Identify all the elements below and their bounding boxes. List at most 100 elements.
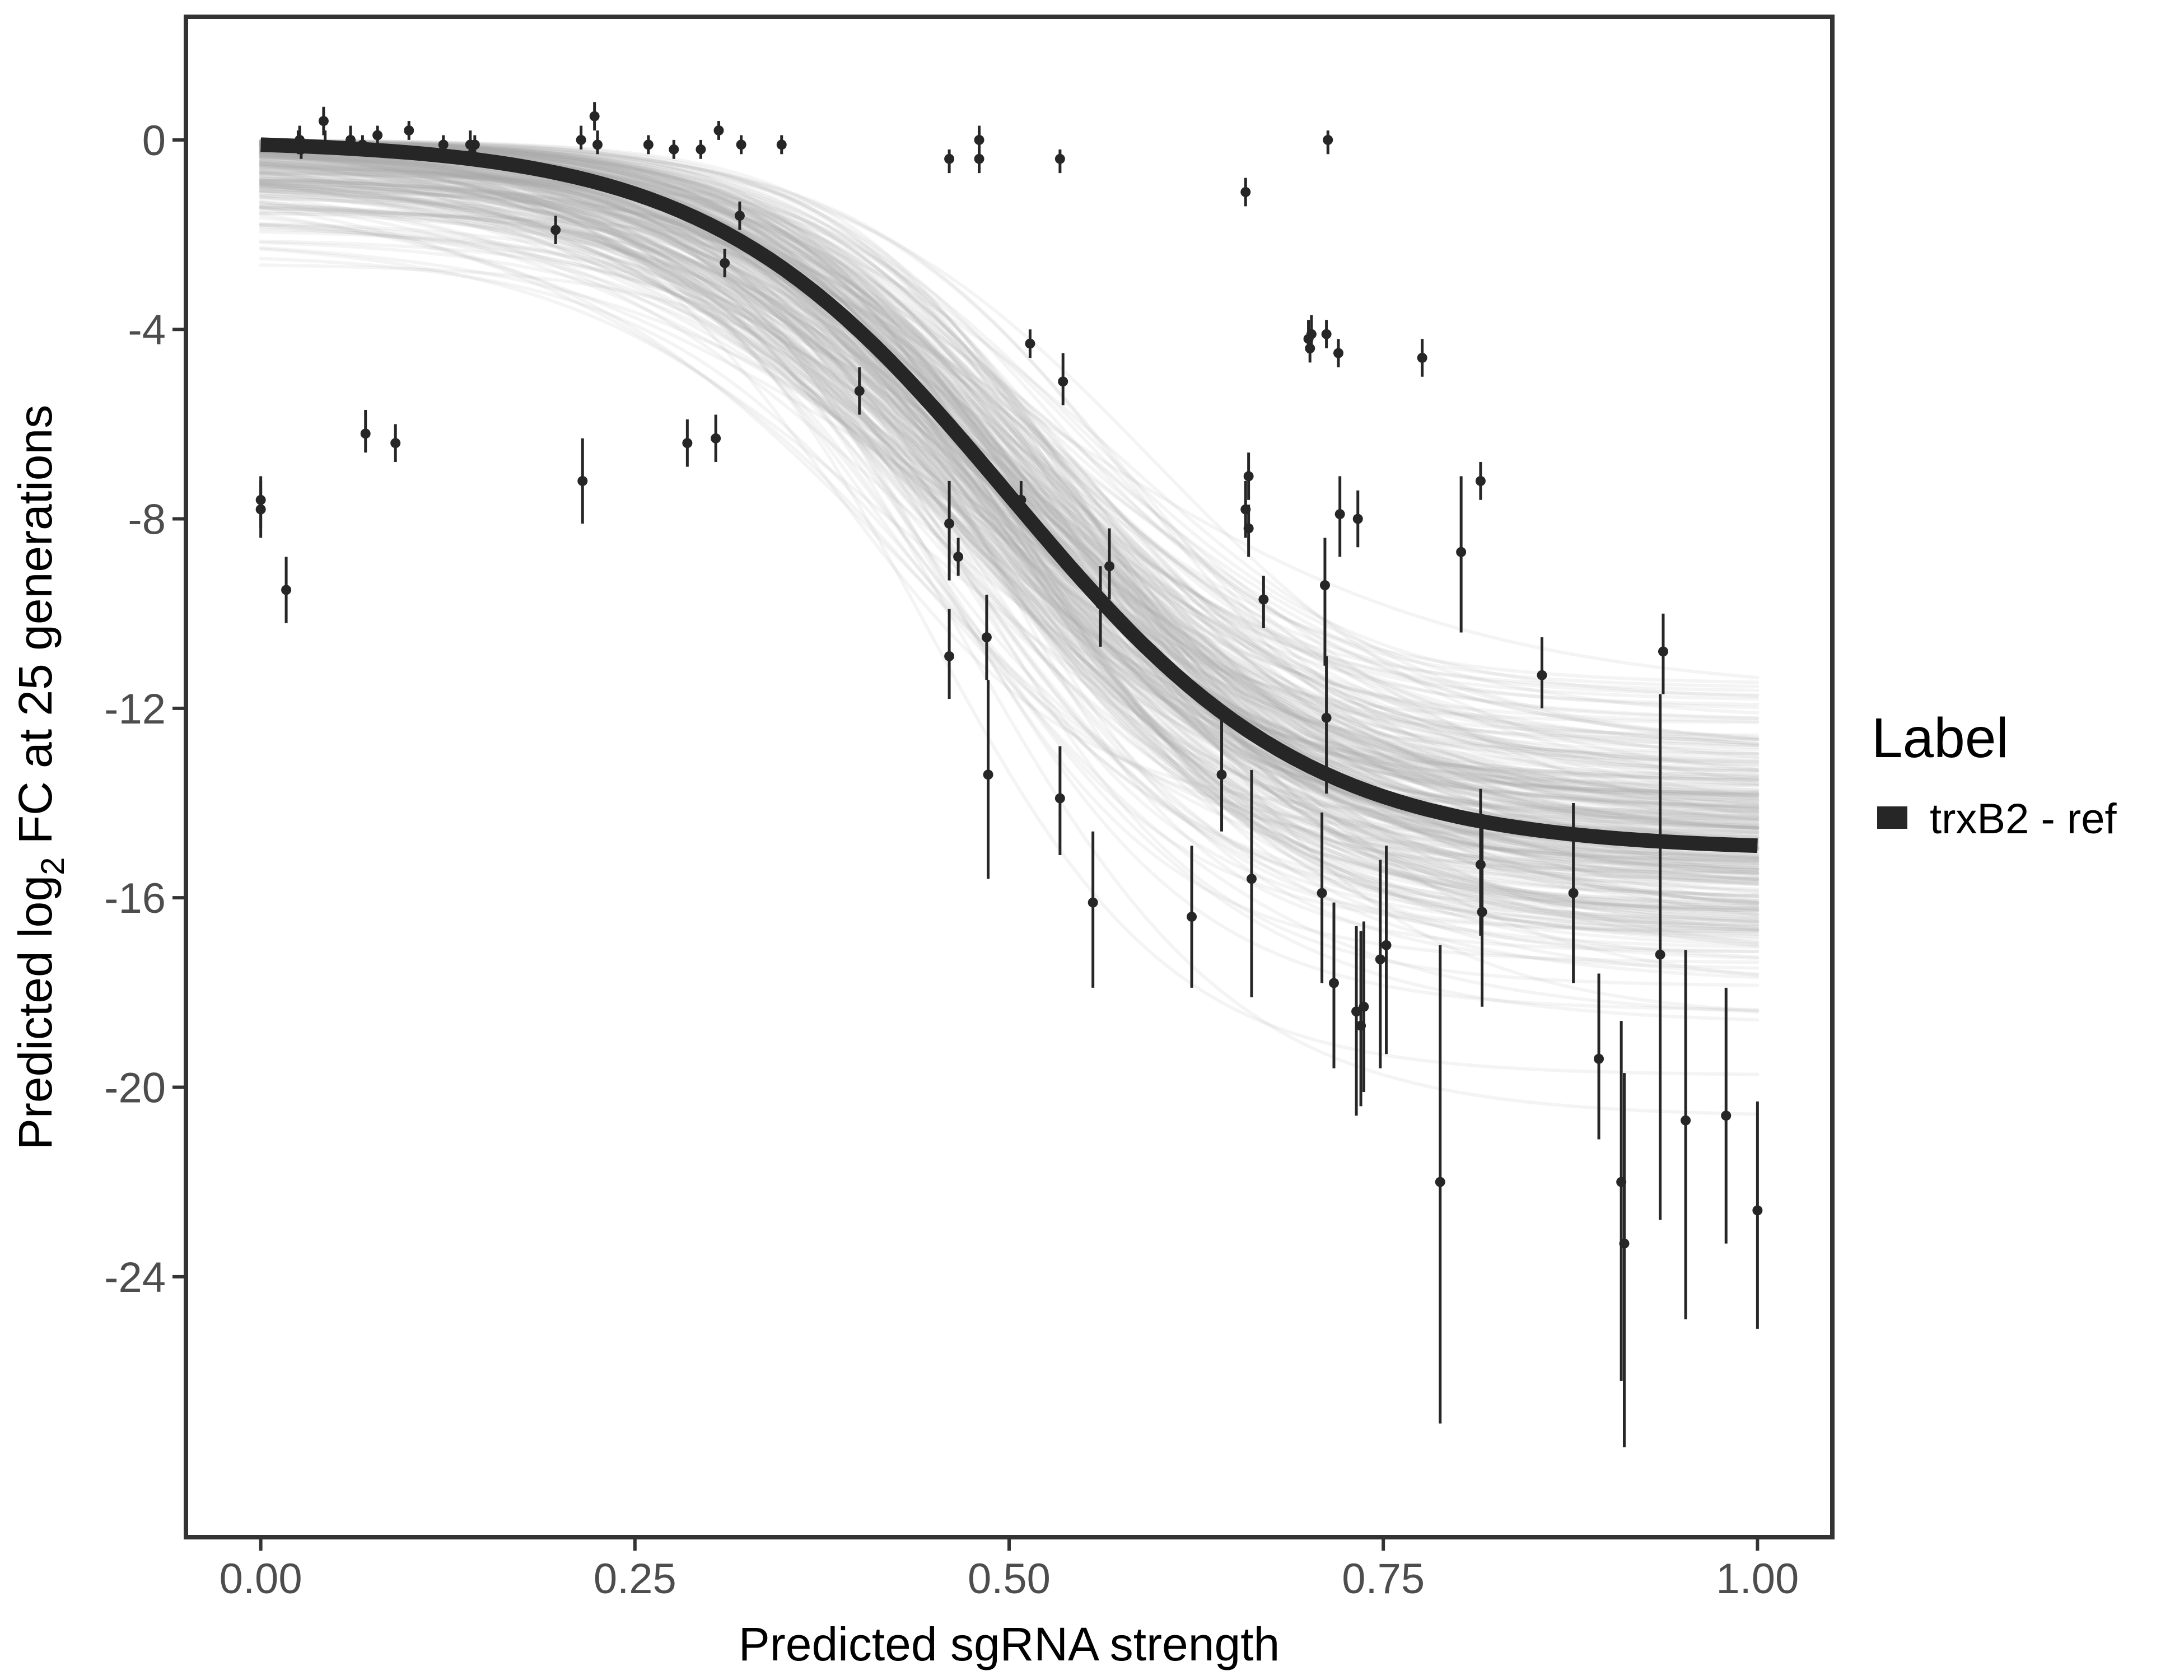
data-point-group: [682, 419, 693, 467]
posterior-draw-line: [259, 140, 1760, 796]
data-point-group: [1323, 130, 1333, 155]
data-point-group: [1016, 480, 1026, 519]
posterior-draw-line: [259, 169, 1760, 823]
posterior-draw-line: [259, 149, 1760, 928]
data-point: [1319, 580, 1330, 590]
posterior-draw-line: [259, 182, 1760, 777]
posterior-draw-line: [259, 154, 1760, 931]
data-point: [1475, 475, 1486, 486]
posterior-draw-line: [259, 207, 1760, 903]
posterior-draw-line: [259, 139, 1760, 954]
posterior-draw-line: [259, 213, 1760, 848]
data-point-group: [1456, 476, 1467, 633]
posterior-draw-line: [259, 144, 1760, 841]
data-point: [1216, 769, 1227, 780]
data-point-group: [713, 121, 724, 140]
posterior-draw-line: [259, 185, 1760, 977]
data-point: [1240, 186, 1251, 197]
data-point: [1721, 1110, 1732, 1121]
posterior-draw-line: [259, 165, 1760, 741]
data-point-group: [669, 139, 679, 159]
posterior-draw-line: [259, 180, 1760, 879]
y-axis-title: Predicted log2 FC at 25 generations: [9, 405, 71, 1150]
data-point: [1321, 329, 1332, 339]
posterior-draw-line: [259, 241, 1760, 780]
data-point-group: [1306, 315, 1317, 349]
data-point: [1351, 1006, 1362, 1017]
posterior-draw-line: [259, 222, 1760, 898]
data-point: [1475, 859, 1486, 870]
data-point: [1334, 509, 1345, 520]
posterior-draw-line: [259, 179, 1760, 825]
posterior-draw-line: [259, 141, 1760, 898]
x-tick-label: 1.00: [1716, 1555, 1799, 1603]
data-point: [281, 585, 292, 595]
data-point-group: [1381, 846, 1392, 1054]
posterior-draw-line: [259, 141, 1760, 839]
data-point-group: [372, 125, 383, 145]
posterior-draw-line: [259, 140, 1760, 813]
posterior-draw-line: [259, 151, 1760, 903]
data-point-group: [944, 609, 955, 699]
posterior-draw-line: [259, 141, 1760, 692]
legend-title: Label: [1872, 707, 2009, 769]
data-point: [1025, 338, 1035, 349]
data-point: [713, 125, 724, 136]
data-point: [1752, 1205, 1763, 1216]
data-point: [643, 139, 654, 150]
data-point-group: [1334, 476, 1345, 557]
data-point: [1246, 874, 1257, 884]
data-point: [944, 651, 955, 661]
posterior-draw-line: [259, 139, 1760, 909]
data-point-group: [1351, 926, 1362, 1116]
posterior-draw-line: [259, 152, 1760, 872]
data-point-group: [1658, 613, 1668, 694]
data-point: [974, 134, 984, 145]
posterior-draw-line: [259, 205, 1760, 906]
posterior-draw-line: [259, 152, 1760, 794]
data-point: [1333, 348, 1343, 358]
data-point: [734, 211, 745, 221]
data-point: [1655, 949, 1665, 960]
data-point-group: [1594, 973, 1604, 1140]
posterior-draw-line: [259, 162, 1760, 916]
posterior-draw-line: [259, 139, 1760, 875]
data-point-group: [1752, 1101, 1763, 1329]
data-point-group: [1375, 860, 1385, 1068]
posterior-draw-line: [259, 144, 1760, 815]
posterior-draw-line: [259, 152, 1760, 829]
posterior-draw-line: [259, 170, 1760, 908]
posterior-draw-line: [259, 156, 1760, 876]
posterior-draw-line: [259, 173, 1760, 813]
posterior-draw-line: [259, 176, 1760, 856]
data-point: [1321, 712, 1332, 723]
posterior-draw-line: [259, 200, 1760, 883]
data-point: [576, 134, 586, 145]
data-point-group: [320, 130, 330, 155]
posterior-draw-line: [259, 156, 1760, 862]
x-tick-label: 0.50: [968, 1555, 1051, 1603]
data-point: [1054, 793, 1065, 804]
data-point-group: [1088, 831, 1098, 988]
data-point: [696, 144, 706, 155]
posterior-draw-line: [259, 139, 1760, 763]
posterior-draw-line: [259, 197, 1760, 987]
posterior-draw-line: [259, 140, 1760, 772]
data-point: [1187, 912, 1197, 922]
data-point-group: [1025, 329, 1035, 358]
data-point: [1375, 954, 1385, 965]
data-point: [295, 134, 305, 145]
data-point: [953, 552, 964, 562]
data-point: [1104, 561, 1115, 572]
posterior-draw-line: [259, 167, 1760, 723]
posterior-draw-line: [259, 139, 1760, 720]
data-point: [1594, 1053, 1604, 1064]
posterior-draw-line: [259, 139, 1760, 795]
x-tick-label: 0.00: [220, 1555, 302, 1603]
posterior-draw-line: [259, 179, 1760, 928]
x-tick-label: 0.25: [594, 1555, 676, 1603]
data-point: [1568, 888, 1579, 898]
posterior-draw-line: [259, 162, 1760, 1022]
posterior-draw-line: [259, 150, 1760, 811]
posterior-draw-line: [259, 176, 1760, 720]
